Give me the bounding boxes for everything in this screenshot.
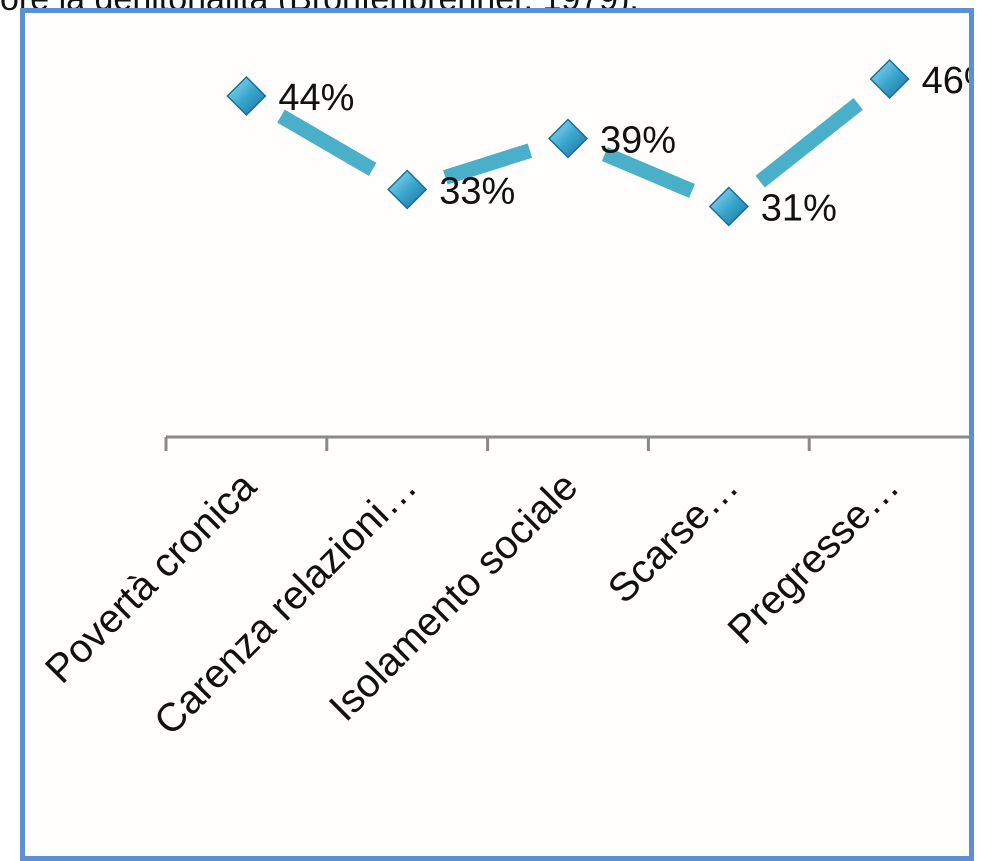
- data-label: 44%: [278, 77, 354, 119]
- series-line-segment: [601, 147, 695, 198]
- data-point-marker: [708, 186, 749, 227]
- data-point-marker: [869, 58, 910, 100]
- category-tick-label: Pregresse…: [720, 464, 908, 652]
- data-label: 31%: [761, 188, 837, 230]
- data-point-marker: [547, 118, 589, 159]
- series-line-segment: [277, 109, 377, 176]
- data-point-marker: [226, 75, 267, 117]
- series-line-segment: [755, 97, 863, 188]
- data-label: 46%: [922, 60, 969, 102]
- data-label: 33%: [439, 171, 515, 213]
- category-tick-label: Carenza relazioni…: [146, 464, 426, 744]
- data-point-marker: [387, 169, 428, 210]
- data-label: 39%: [600, 120, 676, 162]
- category-tick-label: Scarse…: [600, 464, 747, 611]
- series-line-segment: [443, 143, 533, 185]
